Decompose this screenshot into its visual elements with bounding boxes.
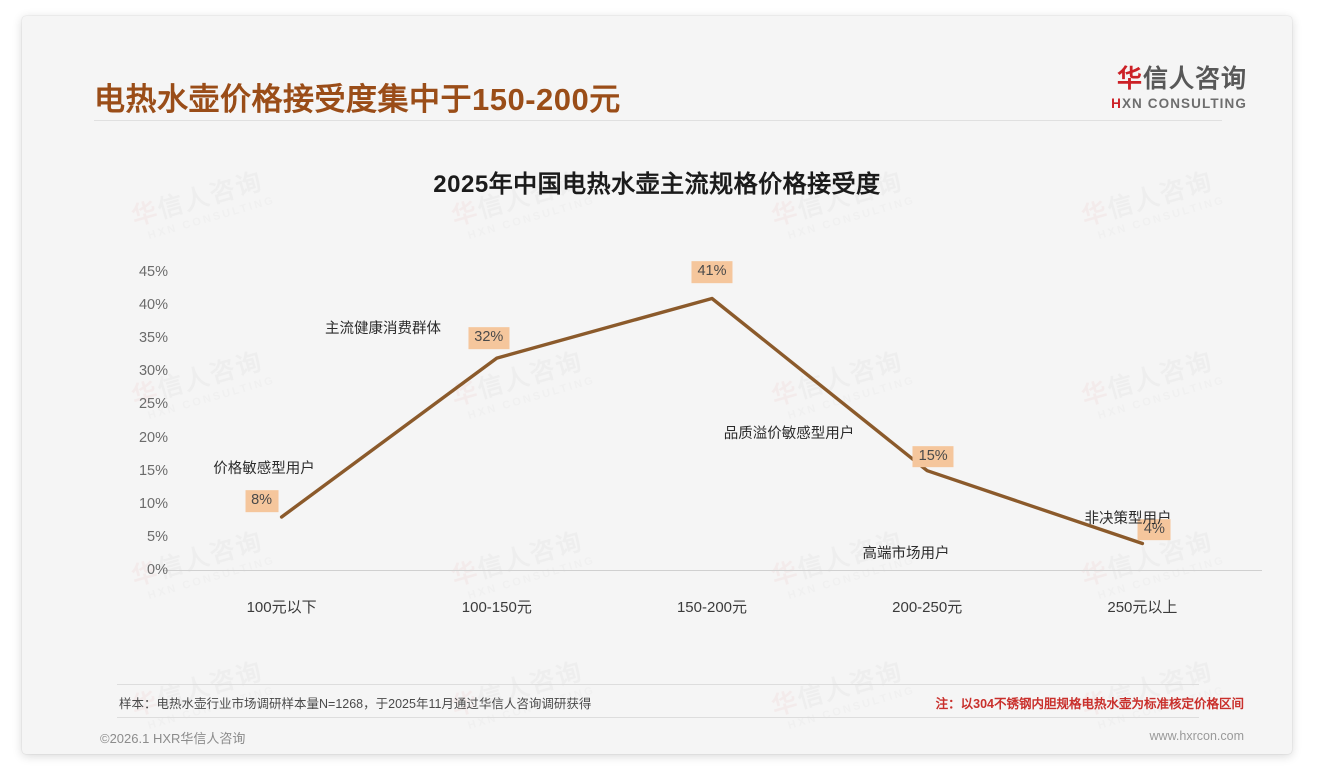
data-point-label: 41% — [691, 261, 733, 284]
header-divider — [94, 120, 1222, 121]
company-logo: 华信人咨询 HXN CONSULTING — [1111, 66, 1247, 111]
y-axis-tick-label: 45% — [138, 264, 168, 280]
website-url: www.hxrcon.com — [1149, 729, 1244, 743]
segment-annotation: 非决策型用户 — [1084, 511, 1172, 527]
footer-divider-bottom — [117, 717, 1199, 718]
logo-en-rest: XN CONSULTING — [1121, 96, 1247, 112]
y-axis-tick-label: 10% — [138, 495, 168, 512]
sample-note: 样本：电热水壶行业市场调研样本量N=1268，于2025年11月通过华信人咨询调… — [119, 697, 592, 711]
logo-english-text: HXN CONSULTING — [1111, 96, 1247, 111]
x-axis-tick-label: 100元以下 — [246, 599, 317, 616]
y-axis-tick-label: 30% — [138, 363, 168, 380]
y-axis-tick-label: 20% — [138, 429, 168, 446]
segment-annotation: 价格敏感型用户 — [213, 461, 315, 477]
y-axis-tick-label: 15% — [138, 462, 168, 479]
data-point-label: 4% — [1137, 518, 1171, 541]
data-point-label: 15% — [912, 445, 954, 468]
y-axis-tick-label: 0% — [147, 562, 168, 578]
chart-title: 2025年中国电热水壶主流规格价格接受度 — [433, 171, 881, 198]
x-axis-tick-label: 250元以上 — [1107, 599, 1178, 616]
segment-annotation: 高端市场用户 — [862, 546, 950, 562]
data-line — [279, 296, 1145, 546]
logo-cn-highlight: 华 — [1116, 65, 1143, 93]
page-title: 电热水壶价格接受度集中于150-200元 — [94, 82, 621, 117]
y-axis-tick-label: 5% — [147, 528, 168, 545]
y-axis-tick-label: 35% — [138, 330, 168, 347]
footer-divider-top — [117, 684, 1199, 685]
data-point-label: 32% — [468, 327, 510, 349]
x-axis-tick-label: 150-200元 — [676, 599, 748, 616]
logo-chinese-text: 华信人咨询 — [1111, 66, 1247, 92]
chart-area: 0% 5% 10% 15% 20% 25% 30% 35% 40% 45% 100元以下 100-1… — [22, 16, 1292, 754]
red-note: 注：以304不锈钢内胆规格电热水壶为标准核定价格区间 — [935, 697, 1244, 711]
copyright-text: ©2026.1 HXR华信人咨询 — [100, 731, 246, 746]
slide-header: 电热水壶价格接受度集中于150-200元 华信人咨询 HXN CONSULTIN… — [22, 16, 1292, 128]
y-axis-tick-label: 25% — [138, 396, 168, 413]
chart-svg — [164, 296, 1262, 571]
x-axis-tick-label: 100-150元 — [461, 599, 532, 616]
logo-en-highlight: H — [1111, 96, 1122, 112]
y-axis-tick-label: 40% — [138, 297, 168, 314]
segment-annotation: 主流健康消费群体 — [325, 321, 441, 337]
slide-card: 华信人咨询 HXN CONSULTING 华信人咨询 HXN CONSULTING 华信… — [22, 16, 1292, 754]
data-point-label: 8% — [245, 490, 279, 512]
segment-annotation: 品质溢价敏感型用户 — [723, 426, 855, 442]
logo-cn-rest: 信人咨询 — [1142, 65, 1247, 93]
x-axis-tick-label: 200-250元 — [892, 599, 963, 616]
